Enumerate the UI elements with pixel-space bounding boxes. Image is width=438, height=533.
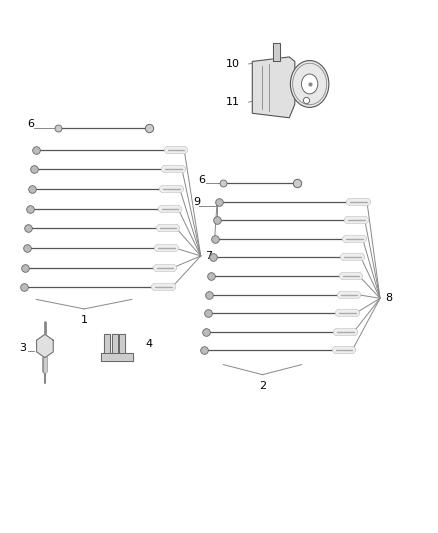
Text: 2: 2: [259, 381, 266, 391]
Polygon shape: [104, 334, 110, 353]
Polygon shape: [37, 334, 53, 358]
Text: 1: 1: [81, 316, 88, 325]
Text: 4: 4: [145, 340, 152, 350]
Circle shape: [290, 61, 329, 108]
Text: 11: 11: [226, 97, 240, 107]
Polygon shape: [119, 334, 125, 353]
Text: 10: 10: [226, 59, 240, 69]
Polygon shape: [102, 353, 133, 361]
Circle shape: [301, 74, 318, 94]
Text: 7: 7: [205, 251, 212, 261]
Text: 6: 6: [198, 174, 205, 184]
Text: 3: 3: [20, 343, 27, 353]
Text: 8: 8: [385, 293, 392, 303]
Polygon shape: [272, 43, 280, 61]
Text: 6: 6: [28, 119, 35, 130]
Text: 9: 9: [193, 197, 200, 207]
Polygon shape: [252, 57, 295, 118]
Polygon shape: [112, 334, 117, 353]
